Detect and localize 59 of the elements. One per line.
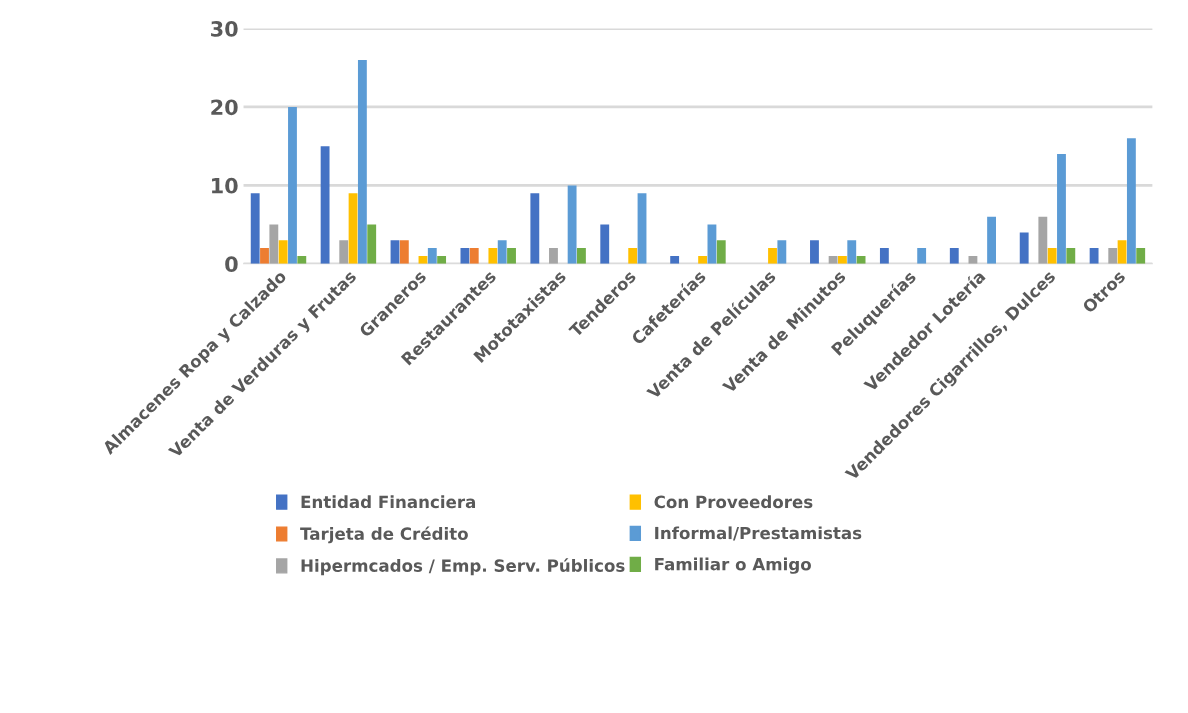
bar: [460, 248, 470, 264]
bar: [530, 193, 540, 264]
bar: [600, 224, 610, 264]
legend-label: Hipermcados / Emp. Serv. Públicos: [301, 558, 625, 576]
bar: [348, 193, 358, 264]
bar: [698, 255, 708, 264]
bar: [1038, 216, 1048, 264]
bar: [260, 248, 269, 264]
bar: [567, 185, 577, 264]
bar: [357, 59, 367, 264]
bar: [367, 224, 377, 264]
bar: [716, 240, 726, 264]
bar: [838, 255, 847, 264]
bar: [469, 248, 479, 264]
bar: [297, 255, 307, 264]
legend-label: Tarjeta de Crédito: [300, 526, 468, 544]
y-tick-label: 20: [211, 99, 238, 116]
bar: [917, 248, 927, 264]
bar: [777, 240, 787, 264]
bar: [288, 106, 297, 264]
bar: [1089, 248, 1099, 264]
bar: [628, 248, 638, 264]
bar: [847, 240, 857, 264]
bar: [810, 240, 819, 264]
bar: [1019, 232, 1029, 264]
bar: [339, 240, 349, 264]
bar: [269, 224, 279, 264]
legend-label: Entidad Financiera: [301, 495, 476, 509]
legend-label: Con Proveedores: [654, 495, 813, 509]
bar: [1057, 154, 1066, 264]
bar: [828, 255, 838, 264]
bar: [507, 248, 516, 264]
bar: [968, 255, 978, 264]
legend-label: Familiar o Amigo: [655, 557, 811, 574]
y-tick-label: 10: [212, 177, 238, 194]
bar: [987, 216, 996, 264]
bar: [577, 248, 586, 264]
bar: [320, 146, 330, 264]
legend-label: Informal/Prestamistas: [655, 526, 862, 541]
bar: [278, 240, 288, 264]
bar: [437, 255, 447, 264]
bar: [879, 248, 889, 264]
bar: [497, 240, 507, 264]
bar: [1108, 248, 1118, 264]
bar: [1136, 248, 1146, 264]
bar: [949, 248, 959, 264]
bar: [399, 240, 409, 264]
bar: [549, 248, 558, 264]
bar: [427, 248, 437, 264]
bar: [1066, 248, 1076, 264]
bar: [1126, 138, 1136, 264]
bar: [768, 248, 777, 264]
bar: [488, 248, 498, 264]
bar: [637, 193, 647, 264]
bar: [250, 193, 260, 264]
y-tick-label: 30: [211, 20, 238, 37]
y-tick-label: 0: [225, 256, 238, 273]
bar: [670, 255, 680, 264]
bar: [1047, 248, 1057, 264]
